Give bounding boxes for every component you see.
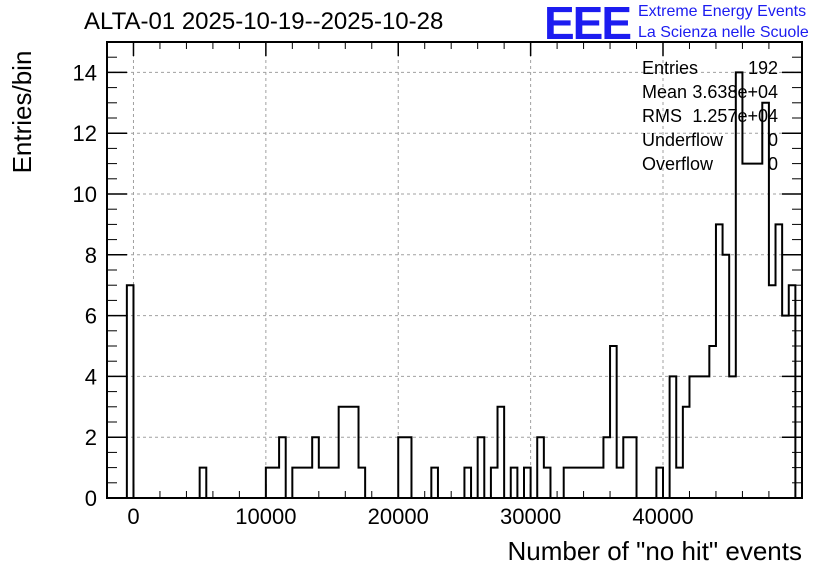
x-tick-label: 40000 bbox=[632, 504, 693, 529]
x-axis-label: Number of "no hit" events bbox=[507, 536, 803, 566]
tick-labels: 0 10000 20000 30000 40000 0 2 4 6 8 10 12 14 bbox=[73, 60, 694, 529]
y-tick-label: 0 bbox=[85, 486, 97, 511]
grid-lines bbox=[107, 42, 802, 498]
x-tick-label: 20000 bbox=[368, 504, 429, 529]
y-tick-label: 8 bbox=[85, 243, 97, 268]
stat-mean: Mean 3.638e+04 bbox=[642, 82, 778, 106]
x-tick-label: 0 bbox=[127, 504, 139, 529]
logo-text-line1: Extreme Energy Events bbox=[638, 3, 807, 20]
stat-underflow: Underflow 0 bbox=[642, 130, 778, 154]
y-tick-label: 2 bbox=[85, 425, 97, 450]
histogram-outline bbox=[125, 71, 797, 499]
y-axis-label: Entries/bin bbox=[7, 50, 37, 174]
stat-rms-value: 1.257e+04 bbox=[692, 106, 778, 126]
stat-rms: RMS 1.257e+04 bbox=[642, 106, 778, 130]
stat-overflow-label: Overflow bbox=[642, 154, 714, 174]
y-tick-label: 4 bbox=[85, 364, 97, 389]
stat-overflow: Overflow 0 bbox=[642, 154, 778, 178]
stat-mean-value: 3.638e+04 bbox=[692, 82, 778, 102]
stat-mean-label: Mean bbox=[642, 82, 688, 102]
eee-logo: EEE bbox=[544, 0, 632, 49]
y-tick-label: 12 bbox=[73, 121, 97, 146]
stat-underflow-value: 0 bbox=[767, 130, 778, 150]
stat-underflow-label: Underflow bbox=[642, 130, 724, 150]
y-tick-label: 14 bbox=[73, 60, 97, 85]
x-tick-label: 10000 bbox=[235, 504, 296, 529]
stats-box: Entries 192 Mean 3.638e+04 RMS 1.257e+04… bbox=[642, 58, 778, 178]
y-tick-label: 6 bbox=[85, 304, 97, 329]
stat-entries-label: Entries bbox=[642, 58, 699, 78]
axis-ticks bbox=[106, 41, 802, 499]
stat-entries-value: 192 bbox=[747, 58, 778, 78]
x-tick-label: 30000 bbox=[500, 504, 561, 529]
stat-overflow-value: 0 bbox=[767, 154, 778, 174]
chart-title: ALTA-01 2025-10-19--2025-10-28 bbox=[84, 8, 444, 35]
stat-entries: Entries 192 bbox=[642, 58, 778, 82]
y-tick-label: 10 bbox=[73, 182, 97, 207]
logo-text-line2: La Scienza nelle Scuole bbox=[638, 24, 809, 41]
stat-rms-label: RMS bbox=[642, 106, 682, 126]
